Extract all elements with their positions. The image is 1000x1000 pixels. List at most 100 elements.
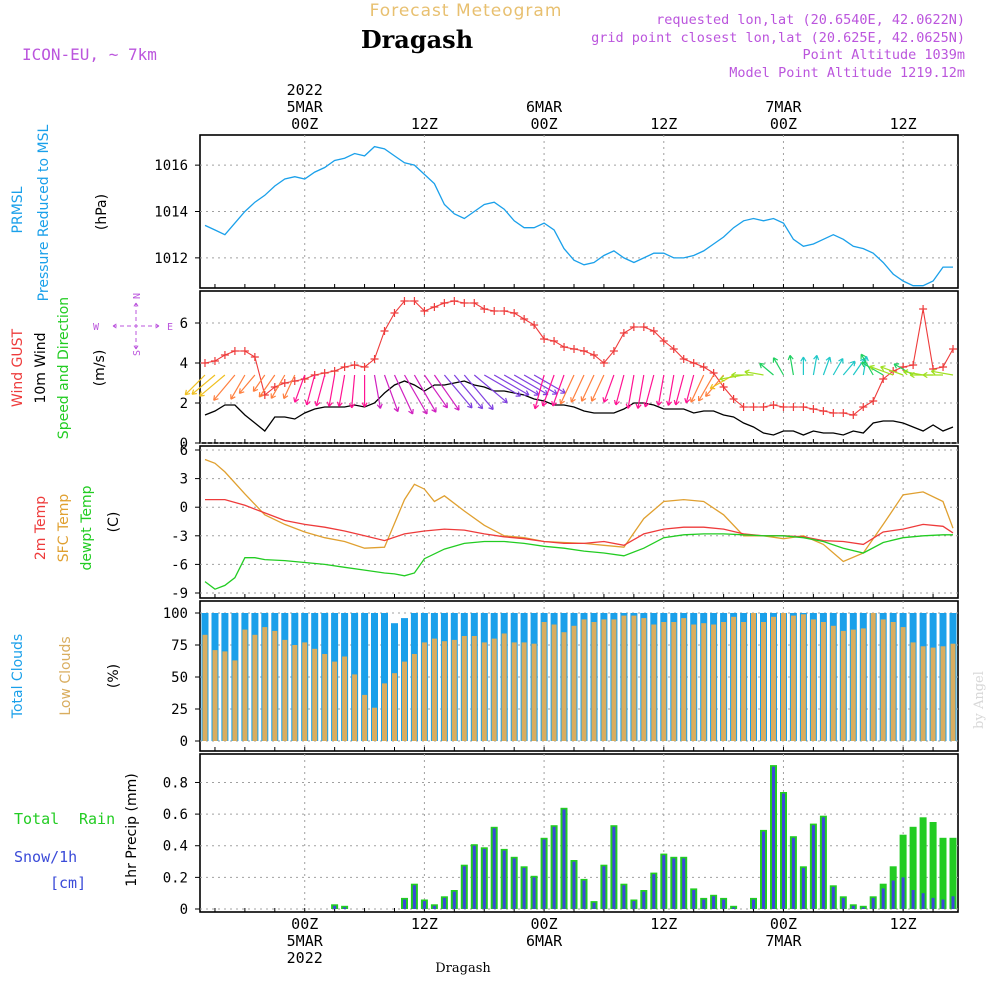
gust-marker — [919, 305, 928, 313]
wind-direction-arrow — [433, 374, 460, 411]
wind-ytick-label: 0 — [180, 436, 188, 452]
temp-sfc-line — [204, 458, 954, 563]
snow-bar — [403, 899, 406, 909]
snow-bar — [562, 809, 566, 909]
gust-marker — [440, 299, 449, 307]
snow-bar — [692, 890, 696, 909]
clouds-ytick-label: 0 — [180, 734, 188, 750]
gust-marker — [220, 351, 229, 359]
snow-bar — [931, 897, 935, 909]
low-cloud-bar — [242, 629, 248, 741]
gust-marker — [480, 305, 489, 313]
wind-direction-arrow — [719, 374, 744, 382]
wind-direction-arrow — [453, 374, 484, 410]
wind-direction-arrow — [336, 374, 346, 407]
low-cloud-bar — [561, 632, 567, 741]
top-time-label: 2022 — [287, 81, 323, 99]
wind-direction-arrow — [383, 374, 400, 413]
wind-direction-arrow — [656, 374, 665, 406]
snow-bar — [682, 858, 686, 909]
wind-direction-arrow — [559, 374, 575, 405]
wind-direction-arrow — [361, 375, 368, 408]
wind-direction-arrow — [822, 356, 832, 376]
temp-ytick-label: -3 — [171, 529, 188, 545]
gust-marker — [400, 297, 409, 305]
gust-marker — [749, 403, 758, 411]
snow-bar — [482, 848, 486, 909]
snow-bar — [702, 899, 706, 909]
gust-marker — [340, 363, 349, 371]
rain-bar — [949, 837, 957, 909]
requested-coords: requested lon,lat (20.6540E, 42.0622N) — [656, 12, 965, 28]
wind-direction-arrow — [869, 364, 894, 376]
wind-direction-arrow — [326, 374, 336, 407]
low-cloud-bar — [332, 661, 338, 741]
low-cloud-bar — [352, 674, 358, 741]
gust-marker — [789, 403, 798, 411]
low-cloud-bar — [302, 642, 308, 741]
gust-marker — [759, 403, 768, 411]
gust-marker — [879, 375, 888, 383]
low-cloud-bar — [232, 660, 238, 741]
low-cloud-bar — [870, 613, 876, 741]
precip-unit: 1hr Precip (mm) — [124, 773, 140, 886]
wind-direction-arrow — [314, 374, 326, 407]
temp-dewpt-label: dewpt Temp — [79, 485, 95, 570]
snow-bar — [333, 905, 337, 909]
pressure-line — [204, 145, 953, 287]
wind-direction-arrow — [423, 374, 448, 409]
low-cloud-bar — [591, 622, 597, 741]
precip-ytick-label: 0.8 — [163, 775, 188, 791]
precip-cm-label: [cm] — [50, 874, 86, 892]
wind-direction-arrow — [191, 374, 216, 395]
precip-ytick-label: 0 — [180, 902, 188, 918]
wind-direction-arrow — [533, 374, 545, 410]
wind-direction-arrow — [541, 374, 555, 407]
low-cloud-bar — [611, 619, 617, 741]
snow-bar — [432, 905, 436, 909]
wind-direction-arrow — [403, 374, 428, 415]
pressure-ytick-label: 1016 — [154, 158, 188, 174]
low-cloud-bar — [372, 707, 377, 741]
compass-w: W — [93, 322, 100, 333]
gust-marker — [809, 405, 818, 413]
gust-marker — [460, 299, 469, 307]
bottom-time-label: 6MAR — [526, 932, 563, 950]
gust-marker — [430, 303, 439, 311]
temp-ytick-label: -6 — [171, 557, 188, 573]
snow-bar — [642, 891, 646, 909]
clouds-panel: 0 25 50 75 100 — [163, 600, 959, 752]
low-cloud-bar — [541, 622, 547, 741]
pressure-ytick-label: 1014 — [154, 205, 188, 221]
low-cloud-bar — [900, 627, 906, 741]
low-cloud-bar — [571, 625, 577, 741]
gust-marker — [550, 337, 559, 345]
gust-marker — [260, 391, 269, 399]
compass-e: E — [167, 322, 173, 333]
gust-marker — [859, 403, 868, 411]
snow-bar — [841, 897, 845, 909]
gust-marker — [330, 367, 339, 375]
wind-ytick-label: 4 — [180, 356, 188, 372]
wind-direction-arrow — [689, 374, 705, 403]
low-cloud-bar — [910, 642, 916, 741]
low-cloud-bar — [751, 613, 756, 741]
rain-bar — [899, 834, 907, 909]
precip-ytick-label: 0.6 — [163, 807, 188, 823]
snow-bar — [752, 899, 755, 909]
low-cloud-bar — [661, 622, 667, 741]
snow-bar — [911, 890, 915, 909]
low-cloud-bar — [641, 618, 647, 741]
gust-marker — [490, 307, 499, 315]
wind-direction-arrow — [922, 371, 943, 379]
gust-marker — [649, 327, 658, 335]
wind-direction-arrow — [533, 374, 566, 394]
gust-marker — [629, 323, 638, 331]
low-cloud-bar — [671, 622, 677, 741]
wind-direction-arrow — [570, 374, 585, 403]
snow-bar — [732, 907, 736, 909]
bottom-time-label: 12Z — [650, 915, 677, 933]
wind-frame — [199, 290, 959, 444]
bottom-time-label: 2022 — [287, 949, 323, 967]
